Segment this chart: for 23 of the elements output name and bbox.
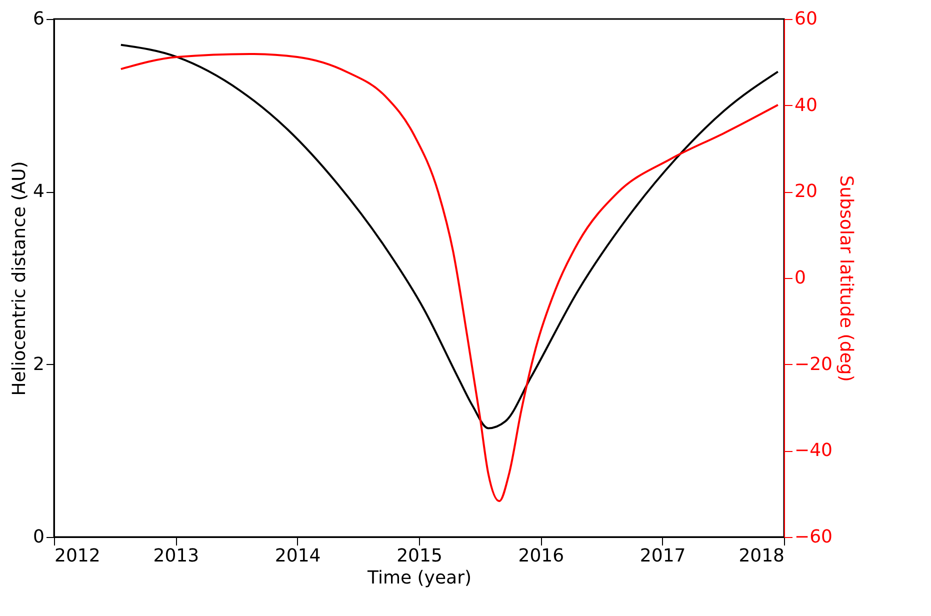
y2-tick-label: 60 xyxy=(794,8,818,30)
y2-tick-label: −40 xyxy=(794,440,832,462)
line-series xyxy=(120,44,779,430)
y-tick-label: 2 xyxy=(33,354,44,375)
y2-tick-label: 40 xyxy=(794,94,818,116)
y2-tick-label: −20 xyxy=(794,354,832,375)
x-tick-label: 2014 xyxy=(274,546,321,566)
y2-tick-label: −60 xyxy=(794,526,832,548)
y-tick-label: 4 xyxy=(33,181,44,202)
y-axis-title: Heliocentric distance (AU) xyxy=(9,161,30,396)
y2-tick-label: 20 xyxy=(794,181,818,202)
x-tick-label: 2012 xyxy=(54,546,100,566)
x-tick-label: 2016 xyxy=(518,546,564,566)
x-tick-label: 2017 xyxy=(640,546,686,566)
y2-tick-label: 0 xyxy=(794,268,806,288)
x-tick-label: 2015 xyxy=(396,546,442,566)
x-tick-label: 2013 xyxy=(153,546,200,566)
x-axis-title: Time (year) xyxy=(366,568,472,588)
y2-axis-title: Subsolar latitude (deg) xyxy=(835,175,856,382)
x-tick-label: 2018 xyxy=(738,546,784,566)
line-series xyxy=(120,52,779,502)
y-tick-label: 0 xyxy=(33,526,44,548)
y-tick-label: 6 xyxy=(33,8,44,30)
